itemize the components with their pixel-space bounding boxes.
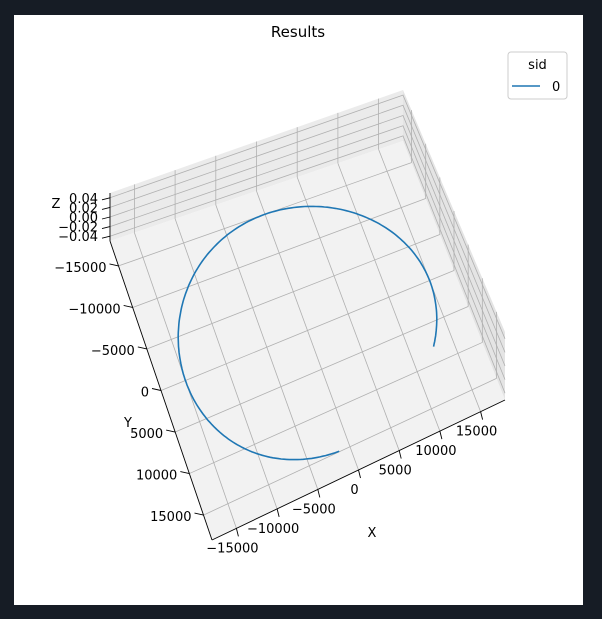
floor-grid-y-1 — [132, 198, 426, 308]
z-tick-mark-0 — [101, 197, 111, 201]
x-tick-label-1: −10000 — [247, 522, 299, 537]
legend-box — [507, 51, 568, 100]
floor-grid-y-3 — [160, 270, 455, 391]
z-tick-label-3: −0.02 — [58, 221, 98, 236]
x-tick-mark-0 — [235, 528, 239, 537]
y-tick-label-2: −5000 — [91, 344, 135, 359]
y-tick-label-4: 5000 — [130, 427, 163, 442]
y-tick-mark-0 — [109, 263, 119, 267]
z-grid-2 — [109, 114, 506, 367]
y-tick-label-1: −10000 — [68, 302, 120, 317]
y-tick-mark-3 — [151, 388, 162, 391]
y-tick-label-0: −15000 — [54, 261, 106, 276]
x-tick-mark-4 — [398, 450, 402, 459]
floor-grid-y-4 — [175, 306, 469, 433]
legend: sid 0 — [507, 51, 568, 100]
y-tick-mark-6 — [194, 512, 204, 516]
z-grid-0 — [109, 94, 506, 339]
x-tick-label-4: 5000 — [379, 464, 412, 479]
y-tick-mark-1 — [123, 305, 133, 308]
z-tick-label-1: 0.02 — [69, 201, 98, 216]
x-tick-label-5: 10000 — [415, 444, 456, 459]
floor-grid-y-6 — [203, 378, 497, 516]
x-tick-label-0: −15000 — [206, 541, 258, 556]
floor-grid-y-5 — [189, 342, 483, 474]
z-tick-label-4: −0.04 — [58, 230, 98, 245]
floor-grid-y-2 — [146, 234, 440, 350]
chart-title: Results — [271, 23, 325, 41]
y-tick-mark-5 — [180, 471, 190, 474]
x-tick-mark-5 — [439, 431, 443, 440]
z-grid-1 — [109, 104, 506, 353]
x-axis-label: X — [368, 526, 377, 541]
z-tick-mark-3 — [101, 226, 111, 230]
legend-title: sid — [528, 58, 547, 73]
y-tick-label-3: 0 — [141, 386, 149, 401]
z-grid-3 — [109, 125, 506, 380]
y-tick-label-6: 15000 — [150, 510, 191, 525]
z-axis-label: Z — [52, 197, 61, 212]
x-tick-mark-6 — [480, 411, 484, 420]
z-tick-label-2: 0.00 — [69, 211, 98, 226]
x-tick-mark-1 — [276, 508, 280, 517]
y-tick-label-5: 10000 — [136, 469, 177, 484]
z-axis-ticks: 0.040.020.00−0.02−0.04 — [58, 192, 111, 245]
y-axis-ticks: −15000 −10000 −5000 0 5000 10000 15000 — [54, 261, 204, 525]
x-tick-label-6: 15000 — [456, 425, 497, 440]
x-tick-mark-3 — [358, 469, 361, 479]
y-tick-mark-2 — [137, 346, 147, 350]
x-tick-label-3: 0 — [350, 483, 358, 498]
y-tick-mark-4 — [166, 429, 176, 433]
z-grid-4 — [109, 135, 506, 394]
legend-label-0: 0 — [552, 80, 560, 95]
y-axis-label: Y — [123, 416, 132, 431]
z-tick-mark-1 — [101, 206, 111, 210]
z-tick-mark-2 — [101, 216, 111, 220]
z-tick-mark-4 — [101, 235, 111, 239]
xy-pane — [110, 141, 505, 540]
z-tick-label-0: 0.04 — [69, 192, 98, 207]
x-tick-label-2: −5000 — [292, 502, 336, 517]
figure: −15000 −10000 −5000 0 5000 10000 15000 −15000−… — [14, 15, 583, 605]
x-tick-mark-2 — [317, 489, 321, 498]
series-line-0 — [177, 205, 438, 461]
